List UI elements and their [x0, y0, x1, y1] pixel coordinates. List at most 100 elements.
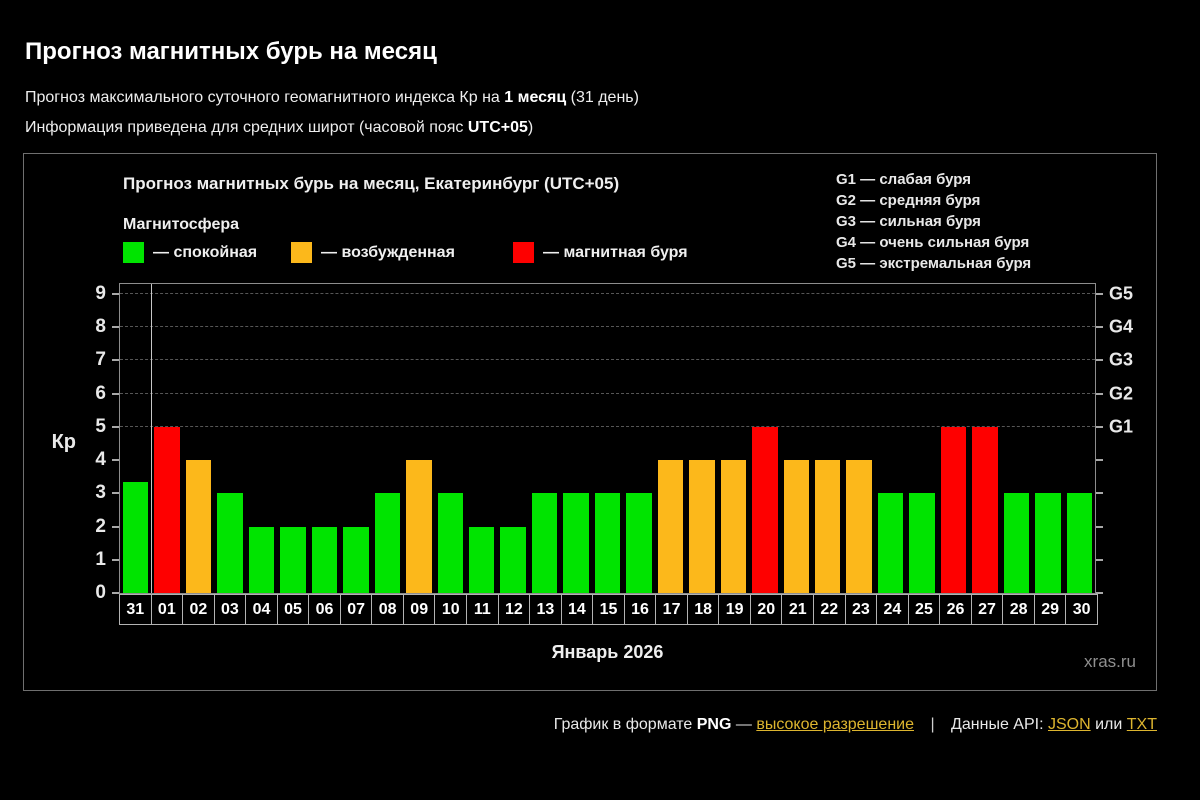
kp-bar-day-14 [563, 493, 589, 593]
y-tick-label-8: 8 [95, 316, 106, 338]
y-tick-left-7 [112, 359, 119, 362]
y-tick-right-0 [1096, 592, 1103, 594]
x-tick-label-day-14: 14 [560, 594, 594, 625]
x-tick-label-day-31: 31 [119, 594, 152, 625]
bar-column-day-17 [655, 284, 686, 593]
x-tick-label-day-30: 30 [1065, 594, 1098, 625]
y-tick-left-1 [112, 558, 119, 561]
bar-column-day-03 [214, 284, 245, 593]
bar-column-day-04 [246, 284, 277, 593]
kp-bar-chart-plot: Кр 0 1 2 3 4 5 6 7 8 9 G1 G2 G3 G4 G5 [52, 283, 1133, 603]
g-scale-legend: G1 — слабая буря G2 — средняя буря G3 — … [836, 169, 1031, 274]
y-axis-title: Кр [51, 430, 76, 453]
gridline-kp-9 [120, 292, 1095, 294]
bar-column-day-06 [309, 284, 340, 593]
y-tick-right-7 [1096, 359, 1103, 362]
bar-column-day-28 [1001, 284, 1032, 593]
g-scale-legend-g1: G1 — слабая буря [836, 171, 972, 188]
kp-bar-day-27 [972, 426, 998, 593]
y-tick-right-3 [1096, 492, 1103, 495]
bar-column-day-26 [938, 284, 969, 593]
chart-panel: Прогноз магнитных бурь на месяц, Екатери… [23, 153, 1157, 691]
kp-bar-day-21 [783, 460, 809, 593]
api-txt-link[interactable]: TXT [1126, 716, 1157, 733]
legend-title: Магнитосфера [123, 216, 240, 233]
bar-column-day-25 [906, 284, 937, 593]
gridline-kp-5 [120, 425, 1095, 427]
g-scale-legend-g3: G3 — сильная буря [836, 213, 981, 230]
kp-bar-day-07 [343, 526, 369, 593]
kp-bar-day-01 [154, 426, 180, 593]
x-tick-label-day-17: 17 [655, 594, 688, 625]
bar-column-day-24 [875, 284, 906, 593]
x-tick-label-day-10: 10 [434, 594, 468, 625]
legend-item-quiet: — спокойная [123, 242, 257, 263]
y-tick-label-1: 1 [95, 548, 106, 570]
page-title: Прогноз магнитных бурь на месяц [25, 38, 437, 65]
x-tick-label-day-12: 12 [497, 594, 531, 625]
g-scale-legend-g4: G4 — очень сильная буря [836, 234, 1030, 251]
x-tick-label-day-08: 08 [371, 594, 404, 625]
y-tick-label-2: 2 [95, 515, 106, 537]
bar-column-day-11 [466, 284, 497, 593]
kp-bar-day-10 [437, 493, 463, 593]
api-json-link[interactable]: JSON [1047, 716, 1091, 733]
bar-column-day-09 [403, 284, 434, 593]
bar-column-day-01 [151, 284, 182, 593]
kp-bar-day-29 [1035, 493, 1061, 593]
kp-bar-day-28 [1003, 493, 1030, 593]
x-tick-label-day-22: 22 [813, 594, 846, 625]
x-tick-label-day-07: 07 [339, 594, 373, 625]
bar-column-day-15 [592, 284, 623, 593]
bar-column-day-30 [1064, 284, 1095, 593]
g-scale-legend-g5: G5 — экстремальная буря [836, 255, 1032, 272]
bar-column-day-05 [277, 284, 308, 593]
footer-text-format: График в формате [553, 716, 693, 733]
g-axis-label-g2: G2 [1109, 383, 1134, 404]
kp-bar-day-05 [280, 526, 306, 593]
x-tick-label-day-04: 04 [245, 594, 278, 625]
x-tick-label-day-19: 19 [718, 594, 751, 625]
y-tick-right-9 [1096, 292, 1103, 295]
bars-row [120, 284, 1095, 593]
subtitle-timezone: Информация приведена для средних широт (… [25, 119, 533, 137]
kp-bar-day-30 [1066, 493, 1093, 593]
kp-bar-day-26 [940, 426, 967, 593]
footer-dash: — [735, 716, 752, 733]
x-tick-label-day-13: 13 [529, 594, 562, 625]
kp-bar-day-15 [594, 493, 621, 593]
kp-bar-day-24 [877, 493, 904, 593]
y-tick-left-3 [112, 492, 119, 495]
bar-column-day-16 [623, 284, 654, 593]
bar-column-day-19 [718, 284, 749, 593]
g-axis-label-g4: G4 [1109, 316, 1134, 337]
kp-bar-day-08 [374, 493, 401, 593]
subtitle-forecast: Прогноз максимального суточного геомагни… [25, 89, 639, 107]
kp-bar-day-18 [689, 460, 715, 593]
subtitle-forecast-bold: 1 месяц [504, 89, 567, 106]
subtitle-timezone-pre: Информация приведена для средних широт (… [25, 119, 468, 136]
x-tick-label-day-23: 23 [844, 594, 878, 625]
gridline-kp-7 [120, 359, 1095, 361]
footer: График в формате PNG — высокое разрешени… [554, 716, 1157, 734]
bar-column-day-27 [969, 284, 1000, 593]
x-tick-label-day-03: 03 [213, 594, 247, 625]
watermark: xras.ru [1084, 652, 1136, 671]
x-tick-label-day-11: 11 [466, 594, 499, 625]
gridline-kp-6 [120, 392, 1095, 394]
x-tick-label-day-26: 26 [939, 594, 972, 625]
y-tick-label-6: 6 [95, 382, 106, 404]
g-axis-label-g1: G1 [1109, 416, 1134, 437]
bar-column-day-29 [1032, 284, 1063, 593]
legend-item-excited: — возбужденная [291, 242, 455, 263]
kp-bar-day-19 [720, 460, 747, 593]
subtitle-forecast-post: (31 день) [566, 89, 639, 106]
x-tick-label-day-15: 15 [592, 594, 625, 625]
bar-column-day-02 [183, 284, 214, 593]
x-tick-label-day-09: 09 [402, 594, 436, 625]
high-resolution-link[interactable]: высокое разрешение [756, 716, 914, 733]
month-separator-line [151, 284, 153, 593]
x-tick-label-day-20: 20 [749, 594, 783, 625]
y-tick-label-5: 5 [95, 415, 106, 437]
